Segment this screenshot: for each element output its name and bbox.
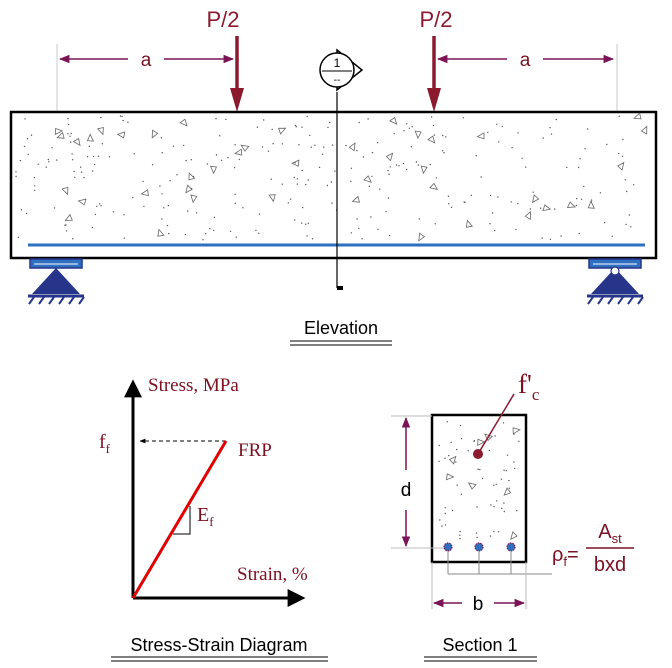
concrete-aggregate xyxy=(15,112,648,242)
load-label-left: P/2 xyxy=(206,7,239,32)
ratio-denominator: bxd xyxy=(594,554,626,576)
strain-axis-label: Strain, % xyxy=(237,564,308,585)
width-dimension: b xyxy=(432,594,526,615)
width-label: b xyxy=(473,594,484,615)
section-outline xyxy=(430,413,528,564)
frp-label: FRP xyxy=(238,440,272,461)
frp-bars xyxy=(443,542,552,575)
depth-dimension: d xyxy=(401,416,412,548)
section-marker-number: 1 xyxy=(334,56,341,70)
pin-support-left xyxy=(28,258,85,305)
stress-axis-label: Stress, MPa xyxy=(148,375,239,396)
section-marker-sub: -- xyxy=(334,75,341,86)
elevation-title: Elevation xyxy=(304,318,378,338)
elevation-view: a a P/2 P/2 1 xyxy=(9,7,658,346)
span-dimension-left: a xyxy=(58,50,235,71)
load-label-right: P/2 xyxy=(419,7,452,32)
ultimate-stress-label: ff xyxy=(99,431,111,456)
concrete-strength-label: f'c xyxy=(518,369,540,404)
reinforcement-ratio-formula: ρf= Ast bxd xyxy=(552,521,634,576)
roller-support-right xyxy=(587,258,644,305)
load-arrow-right: P/2 xyxy=(419,7,453,112)
cross-section: d f'c ρf= Ast bxd b xyxy=(391,369,634,662)
ratio-numerator: Ast xyxy=(598,521,622,546)
depth-label: d xyxy=(401,480,412,501)
stress-strain-title: Stress-Strain Diagram xyxy=(130,635,307,655)
section-marker: 1 -- xyxy=(319,48,364,92)
slope-triangle xyxy=(173,506,191,535)
ratio-symbol: ρf= xyxy=(552,544,579,569)
load-arrow-left: P/2 xyxy=(206,7,244,112)
section-aggregate xyxy=(438,421,521,540)
stress-strain-diagram: Stress, MPa Strain, % ff FRP Ef Stress-S… xyxy=(99,375,328,662)
span-label-right: a xyxy=(520,50,531,71)
concrete-beam xyxy=(9,110,658,260)
span-label-left: a xyxy=(141,50,152,71)
section-title: Section 1 xyxy=(442,635,517,655)
modulus-label: Ef xyxy=(197,504,214,529)
frp-stress-strain-line xyxy=(131,440,228,599)
span-dimension-right: a xyxy=(436,50,615,71)
